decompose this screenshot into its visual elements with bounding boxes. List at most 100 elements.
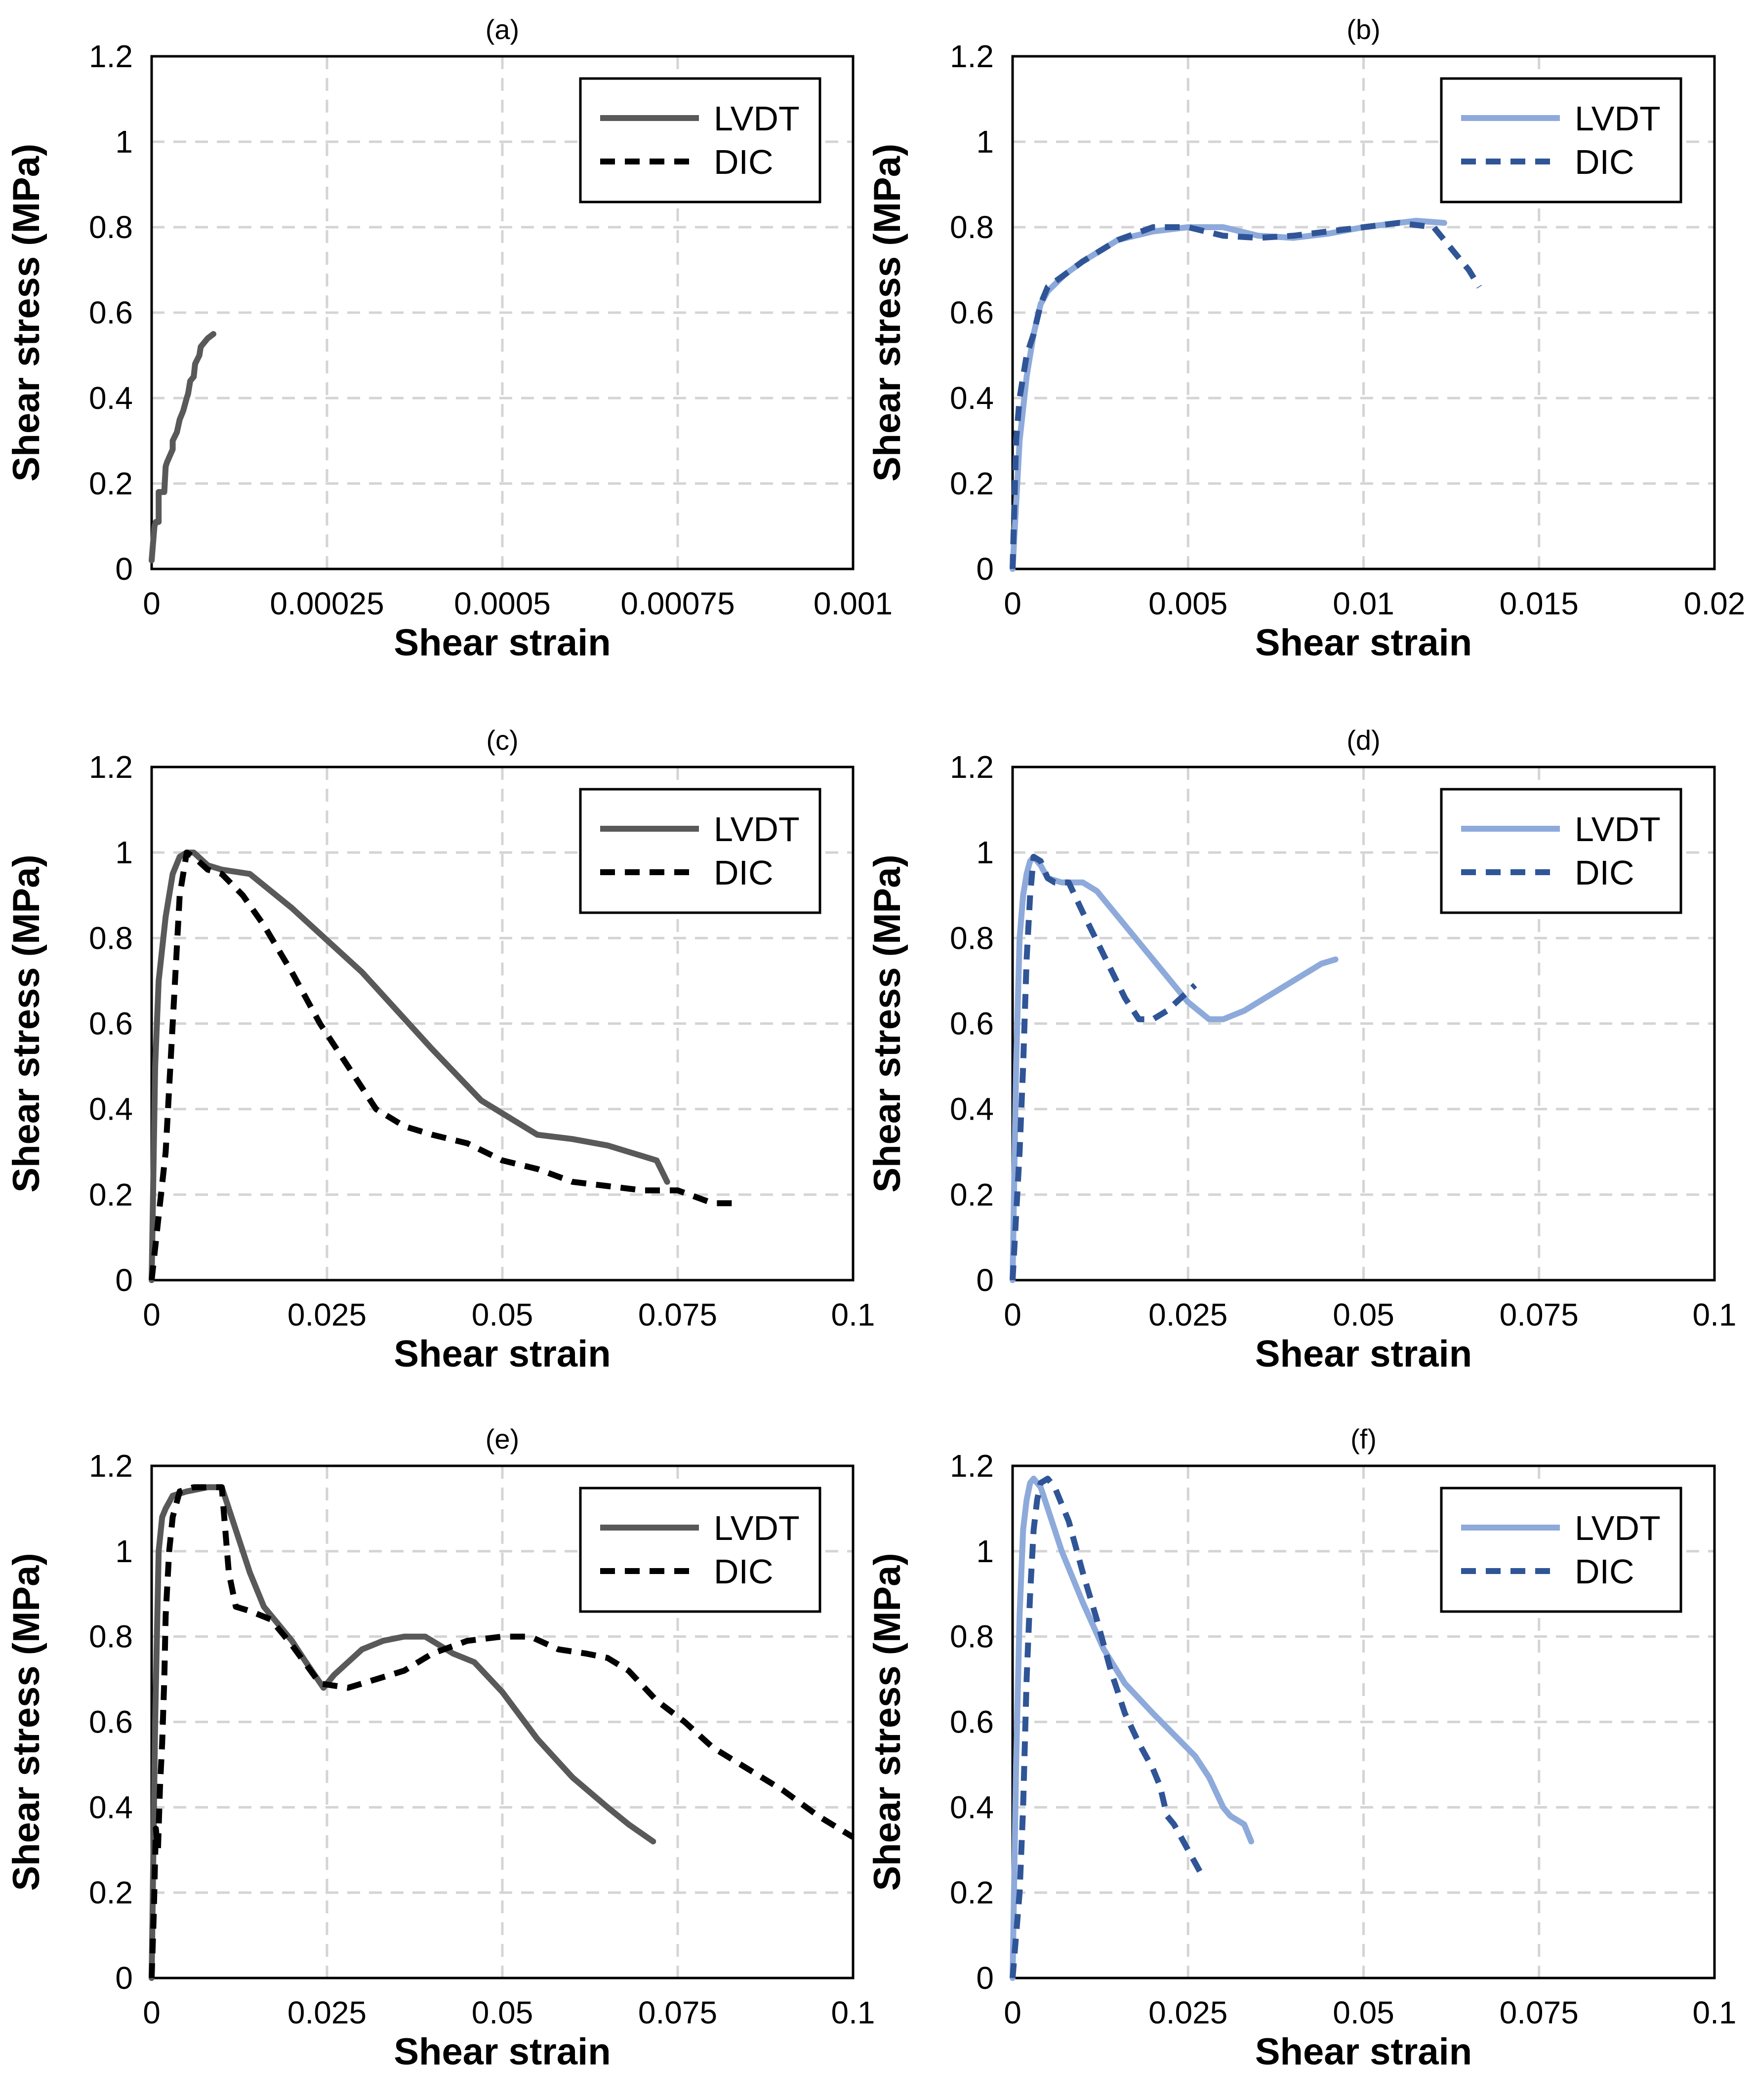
y-tick-label: 0.4 [950, 380, 994, 416]
panel-d: (d) 0 0.2 0.4 0.6 0.8 1 1.2 0 0.025 0.05 0.075 0.1 Sh… [866, 725, 1736, 1375]
legend: LVDT DIC [579, 788, 821, 914]
x-tick-label: 0.1 [1693, 1297, 1737, 1333]
x-tick-label: 0.025 [287, 1995, 367, 2030]
x-axis-label: Shear strain [394, 622, 611, 664]
y-tick-label: 0.2 [89, 1875, 133, 1910]
legend-label-lvdt: LVDT [714, 810, 800, 848]
plot-frame [150, 55, 855, 570]
y-tick-label: 1 [115, 1534, 133, 1569]
x-tick-label: 0.05 [472, 1995, 533, 2030]
y-axis-label: Shear stress (MPa) [5, 1553, 47, 1891]
y-tick-label: 1.2 [950, 749, 994, 785]
legend-label-lvdt: LVDT [714, 99, 800, 138]
y-tick-label: 0.6 [89, 1704, 133, 1740]
legend-label-dic: DIC [714, 143, 774, 181]
series-line-dic [149, 849, 741, 1281]
plot-frame [150, 766, 855, 1282]
legend-box [1440, 788, 1682, 914]
y-axis-label: Shear stress (MPa) [866, 854, 908, 1192]
y-tick-label: 1.2 [950, 1448, 994, 1484]
legend-box [1440, 1487, 1682, 1613]
series-line-lvdt [1010, 853, 1339, 1283]
y-axis-label: Shear stress (MPa) [5, 854, 47, 1192]
y-tick-label: 0 [976, 551, 994, 587]
legend: LVDT DIC [1440, 77, 1682, 203]
y-tick-label: 0.8 [950, 209, 994, 245]
y-tick-label: 1.2 [950, 39, 994, 74]
y-tick-label: 1.2 [89, 1448, 133, 1484]
panel-b: (b) 0 0.2 0.4 0.6 0.8 1 1.2 0 0.005 0.01 0.015 0.02 S… [866, 14, 1745, 664]
y-tick-label: 1 [976, 835, 994, 870]
x-axis-label: Shear strain [394, 2031, 611, 2073]
x-tick-label: 0 [1004, 1995, 1021, 2030]
x-tick-label: 0.025 [287, 1297, 367, 1333]
legend-label-lvdt: LVDT [1575, 1509, 1661, 1547]
y-tick-label: 1 [115, 124, 133, 160]
y-tick-label: 0 [976, 1960, 994, 1996]
y-tick-label: 0.2 [89, 1177, 133, 1212]
series-line-lvdt [149, 849, 670, 1283]
legend-label-dic: DIC [714, 853, 774, 892]
y-tick-label: 0.6 [950, 1006, 994, 1042]
panel-title: (f) [1350, 1423, 1377, 1454]
y-axis-label: Shear stress (MPa) [5, 144, 47, 482]
y-tick-label: 0 [115, 551, 133, 587]
x-tick-label: 0.001 [814, 586, 893, 621]
x-tick-label: 0.05 [1333, 1995, 1394, 2030]
y-tick-label: 0.4 [950, 1789, 994, 1825]
x-tick-label: 0.075 [638, 1297, 717, 1333]
x-axis-label: Shear strain [394, 1333, 611, 1375]
x-tick-label: 0 [143, 1995, 161, 2030]
y-tick-label: 1.2 [89, 39, 133, 74]
legend-box [579, 77, 821, 203]
legend-label-dic: DIC [1575, 853, 1634, 892]
x-tick-label: 0.015 [1500, 586, 1579, 621]
y-tick-label: 0.4 [89, 380, 133, 416]
y-tick-label: 0.8 [89, 1619, 133, 1655]
y-tick-label: 0.6 [950, 295, 994, 330]
x-tick-label: 0.05 [1333, 1297, 1394, 1333]
legend: LVDT DIC [1440, 1487, 1682, 1613]
y-tick-label: 1 [976, 1534, 994, 1569]
y-tick-label: 0.2 [950, 1177, 994, 1212]
x-tick-label: 0.005 [1148, 586, 1227, 621]
x-axis-label: Shear strain [1255, 1333, 1472, 1375]
y-tick-label: 0.4 [89, 1091, 133, 1127]
series-line-lvdt [149, 331, 216, 564]
y-tick-label: 0.8 [89, 209, 133, 245]
plot-frame [150, 1464, 855, 1979]
panel-title: (d) [1346, 725, 1380, 756]
x-tick-label: 0.05 [472, 1297, 533, 1333]
panel-title: (c) [486, 725, 518, 756]
legend-label-lvdt: LVDT [714, 1509, 800, 1547]
x-axis-label: Shear strain [1255, 622, 1472, 664]
series-line-lvdt [149, 1484, 656, 1981]
x-tick-label: 0.0005 [454, 586, 551, 621]
panel-e: (e) 0 0.2 0.4 0.6 0.8 1 1.2 0 0.025 0.05 0.075 0.1 Sh… [5, 1423, 875, 2073]
legend-box [579, 1487, 821, 1613]
y-tick-label: 0 [115, 1960, 133, 1996]
panel-title: (b) [1346, 14, 1380, 45]
y-tick-label: 0.6 [89, 1006, 133, 1042]
legend-box [1440, 77, 1682, 203]
y-tick-label: 0.6 [89, 295, 133, 330]
series-line-dic [1010, 853, 1197, 1281]
x-tick-label: 0.02 [1684, 586, 1746, 621]
series-line-dic [1010, 220, 1482, 569]
x-tick-label: 0.075 [638, 1995, 717, 2030]
y-tick-label: 0 [115, 1262, 133, 1298]
y-tick-label: 0.8 [89, 920, 133, 956]
y-axis-label: Shear stress (MPa) [866, 144, 908, 482]
legend-label-lvdt: LVDT [1575, 99, 1661, 138]
series-line-lvdt [1010, 1475, 1255, 1981]
panel-c: (c) 0 0.2 0.4 0.6 0.8 1 1.2 0 0.025 0.05 0.075 0.1 Sh… [5, 725, 875, 1375]
y-tick-label: 0.8 [950, 920, 994, 956]
y-tick-label: 0.4 [950, 1091, 994, 1127]
x-tick-label: 0.025 [1148, 1995, 1227, 2030]
y-tick-label: 0.6 [950, 1704, 994, 1740]
plot-frame [1011, 55, 1716, 570]
y-tick-label: 0 [976, 1262, 994, 1298]
legend-label-dic: DIC [1575, 143, 1634, 181]
legend-label-dic: DIC [714, 1552, 774, 1591]
